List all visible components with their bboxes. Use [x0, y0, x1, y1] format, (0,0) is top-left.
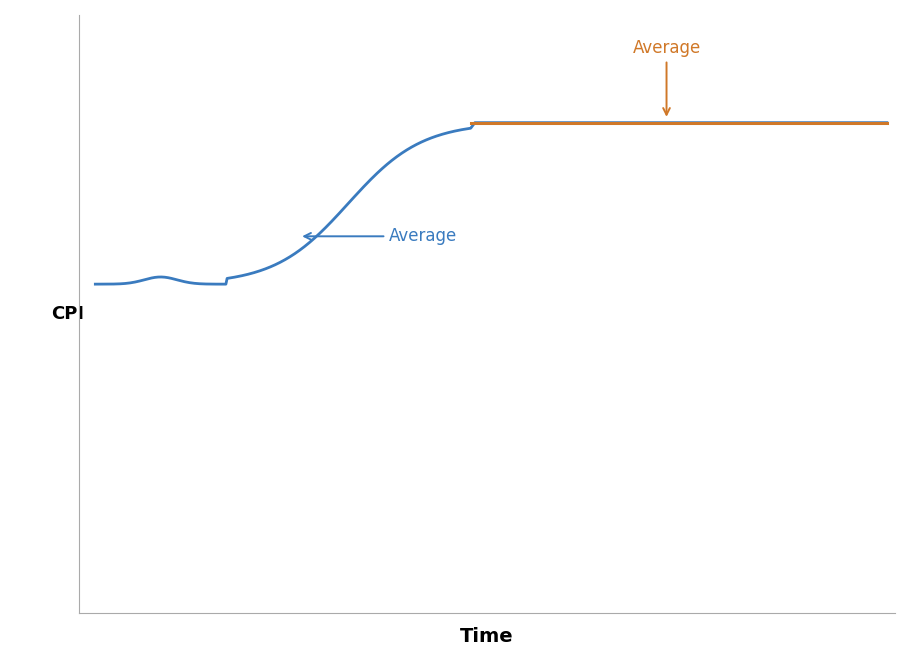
Text: Average: Average — [304, 227, 458, 245]
X-axis label: Time: Time — [460, 627, 514, 646]
Text: Average: Average — [632, 39, 701, 115]
Y-axis label: CPI: CPI — [51, 305, 85, 323]
